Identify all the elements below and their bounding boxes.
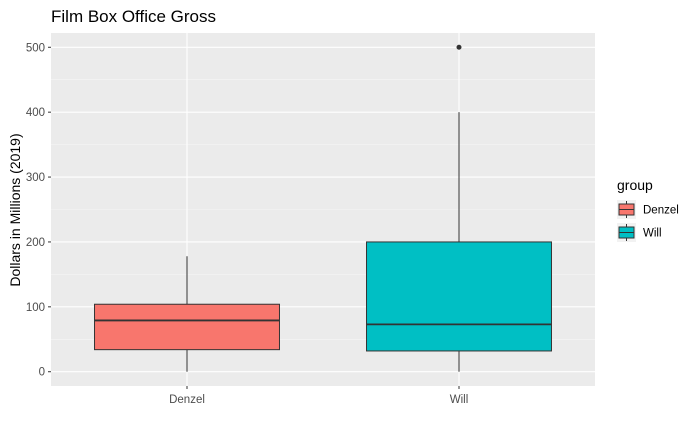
y-tick-label: 0 <box>39 367 45 379</box>
x-tick-label: Denzel <box>169 394 205 406</box>
y-tick-label: 200 <box>26 237 45 249</box>
legend-item-will: Will <box>617 223 662 242</box>
y-axis-ticks: 0 100 200 300 400 500 <box>26 42 51 379</box>
y-tick-label: 500 <box>26 42 45 54</box>
box-denzel <box>94 256 280 372</box>
x-axis-ticks: Denzel Will <box>169 386 468 406</box>
box-will <box>366 44 552 372</box>
legend: group Denzel Will <box>617 177 679 242</box>
legend-label: Denzel <box>643 205 679 217</box>
y-tick-label: 100 <box>26 302 45 314</box>
y-tick-label: 300 <box>26 172 45 184</box>
chart-title: Film Box Office Gross <box>51 7 216 26</box>
outlier-point <box>456 44 462 50</box>
legend-title: group <box>617 177 653 193</box>
box-body <box>94 303 280 351</box>
y-axis-title: Dollars in Millions (2019) <box>7 133 23 286</box>
legend-label: Will <box>643 228 662 240</box>
x-tick-label: Will <box>450 394 469 406</box>
legend-item-denzel: Denzel <box>617 200 679 219</box>
y-tick-label: 400 <box>26 107 45 119</box>
boxes <box>94 44 552 372</box>
box-body <box>366 241 552 352</box>
